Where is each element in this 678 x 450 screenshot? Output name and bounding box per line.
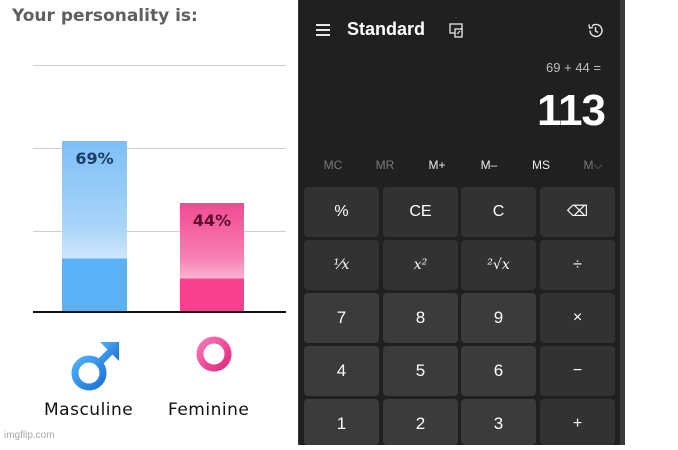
digit-5-button[interactable]: 5 xyxy=(383,346,458,396)
key-label: % xyxy=(334,203,349,220)
key-label: 5 xyxy=(415,361,426,380)
bar-feminine: 44% xyxy=(180,202,244,311)
key-label: 9 xyxy=(493,308,504,327)
memory-button-0[interactable]: MC xyxy=(323,158,343,172)
backspace-icon: ⌫ xyxy=(566,203,589,220)
digit-2-button[interactable]: 2 xyxy=(383,399,458,445)
digit-6-button[interactable]: 6 xyxy=(461,346,536,396)
key-label: 7 xyxy=(336,308,347,327)
key-label: ¹⁄x xyxy=(333,257,350,273)
digit-3-button[interactable]: 3 xyxy=(461,399,536,445)
key-label: 3 xyxy=(493,414,504,433)
key-label: + xyxy=(572,415,583,432)
memory-button-2[interactable]: M+ xyxy=(428,158,446,172)
backspace-button[interactable]: ⌫ xyxy=(540,187,615,237)
key-label: 2 xyxy=(415,414,426,433)
digit-4-button[interactable]: 4 xyxy=(304,346,379,396)
divide-button[interactable]: ÷ xyxy=(540,240,615,290)
clear-entry-button[interactable]: CE xyxy=(383,187,458,237)
memory-button-5[interactable]: M⌵ xyxy=(583,158,603,172)
memory-button-1[interactable]: MR xyxy=(375,158,395,172)
keep-on-top-icon[interactable] xyxy=(449,23,464,38)
venus-icon xyxy=(196,336,232,394)
watermark: imgflip.com xyxy=(4,430,55,441)
add-button[interactable]: + xyxy=(540,399,615,445)
mars-icon xyxy=(71,342,119,391)
quiz-title: Your personality is: xyxy=(12,6,198,26)
calculator-header: Standard xyxy=(299,0,621,60)
digit-1-button[interactable]: 1 xyxy=(304,399,379,445)
key-label: 1 xyxy=(336,414,347,433)
multiply-button[interactable]: × xyxy=(540,293,615,343)
gridline xyxy=(33,231,286,232)
key-label: x² xyxy=(413,257,428,273)
gridline xyxy=(33,65,286,66)
category-label-masculine: Masculine xyxy=(44,400,134,420)
digit-8-button[interactable]: 8 xyxy=(383,293,458,343)
mode-title: Standard xyxy=(347,19,426,39)
memory-row: MC MR M+ M– MS M⌵ xyxy=(302,158,618,180)
history-icon[interactable] xyxy=(587,22,604,39)
memory-button-3[interactable]: M– xyxy=(480,158,498,172)
key-label: 8 xyxy=(415,308,426,327)
digit-9-button[interactable]: 9 xyxy=(461,293,536,343)
gridline xyxy=(33,148,286,149)
key-label: 6 xyxy=(493,361,504,380)
key-label: ÷ xyxy=(573,256,582,273)
result-display: 113 xyxy=(537,86,606,135)
window-edge xyxy=(620,0,625,445)
key-label: C xyxy=(492,203,505,220)
bar-label-masculine: 69% xyxy=(75,149,114,169)
personality-panel: Your personality is: 69% 44% Mascu xyxy=(0,0,298,445)
key-label: CE xyxy=(409,203,432,220)
bar-label-feminine: 44% xyxy=(192,210,232,230)
hamburger-icon[interactable] xyxy=(316,24,330,36)
key-label: × xyxy=(572,309,583,326)
category-label-feminine: Feminine xyxy=(168,400,250,420)
square-button[interactable]: x² xyxy=(383,240,458,290)
bar-masculine: 69% xyxy=(62,141,127,311)
percent-button[interactable]: % xyxy=(304,187,379,237)
reciprocal-button[interactable]: ¹⁄x xyxy=(304,240,379,290)
x-axis-baseline xyxy=(33,311,286,313)
expression-display: 69 + 44 = xyxy=(546,60,601,75)
key-label: − xyxy=(572,362,583,379)
digit-7-button[interactable]: 7 xyxy=(304,293,379,343)
key-label: 4 xyxy=(336,361,347,380)
calculator-window: Standard 69 + 44 = 113 MC MR M+ M– MS M⌵ % CE C… xyxy=(298,0,621,445)
square-root-button[interactable]: ²√x xyxy=(461,240,536,290)
subtract-button[interactable]: − xyxy=(540,346,615,396)
clear-button[interactable]: C xyxy=(461,187,536,237)
memory-button-4[interactable]: MS xyxy=(532,158,550,172)
key-label: ²√x xyxy=(487,257,510,273)
